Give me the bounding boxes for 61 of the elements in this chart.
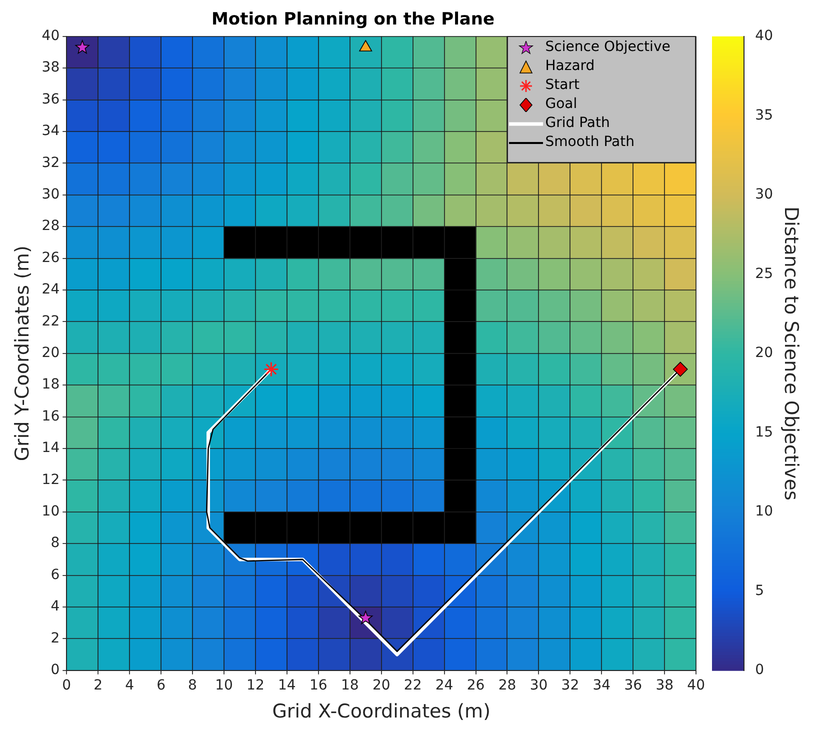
y-tick-label: 16 (42, 408, 60, 424)
x-tick-label: 14 (278, 677, 296, 694)
y-tick-label: 18 (42, 376, 60, 393)
x-tick-label: 28 (498, 677, 516, 694)
y-tick-label: 8 (50, 535, 60, 552)
color-bar-label: 35 (755, 107, 774, 124)
legend-label: Hazard (545, 57, 595, 76)
legend-label: Grid Path (545, 114, 610, 134)
y-tick-label: 14 (42, 440, 60, 456)
y-tick-label: 30 (42, 186, 60, 203)
y-tick-label: 34 (42, 123, 60, 140)
x-tick-label: 20 (372, 677, 390, 694)
color-bar-label: 10 (755, 504, 774, 520)
y-axis-title: Grid Y-Coordinates (m) (11, 246, 34, 462)
y-tick-label: 20 (42, 345, 60, 362)
color-bar-label: 15 (755, 424, 774, 440)
y-tick-label: 24 (42, 282, 60, 298)
x-tick-label: 32 (561, 677, 580, 694)
x-tick-label: 0 (62, 677, 72, 694)
y-tick-label: 26 (42, 250, 60, 266)
y-tick-label: 2 (50, 630, 60, 646)
x-tick-label: 18 (340, 677, 359, 694)
x-tick-label: 30 (530, 677, 548, 694)
x-tick-label: 6 (156, 677, 166, 694)
color-bar-label: 20 (755, 345, 774, 362)
color-bar-label: 25 (755, 266, 774, 282)
x-tick-label: 16 (309, 677, 328, 694)
x-tick-label: 36 (624, 677, 642, 694)
y-tick-label: 12 (42, 472, 60, 488)
y-tick-label: 28 (42, 218, 60, 234)
x-tick-label: 10 (215, 677, 233, 694)
legend-label: Science Objective (545, 38, 670, 58)
x-tick-label: 38 (656, 677, 674, 694)
x-tick-label: 26 (466, 677, 485, 694)
y-tick-label: 22 (42, 313, 60, 330)
y-tick-label: 32 (42, 154, 60, 171)
legend-label: Smooth Path (545, 133, 634, 152)
legend-label: Start (545, 76, 580, 96)
color-bar-label: 30 (755, 186, 774, 203)
x-tick-label: 22 (404, 677, 422, 694)
x-axis-title: Grid X-Coordinates (m) (272, 700, 490, 723)
y-tick-label: 6 (50, 566, 60, 583)
y-tick-label: 10 (42, 504, 60, 520)
color-bar-label: 5 (755, 582, 764, 599)
x-tick-label: 2 (94, 677, 103, 694)
color-bar-label: 40 (755, 28, 774, 44)
color-bar-title: Distance to Science Objectives (780, 206, 802, 500)
legend-label: Goal (545, 95, 578, 114)
color-bar-label: 0 (755, 662, 764, 678)
x-tick-label: 4 (125, 677, 134, 694)
x-tick-label: 40 (687, 677, 706, 694)
x-tick-label: 24 (435, 677, 454, 694)
x-tick-label: 12 (246, 677, 264, 694)
y-tick-label: 40 (42, 28, 60, 44)
y-tick-label: 4 (50, 598, 60, 615)
chart-title: Motion Planning on the Plane (212, 10, 494, 30)
x-tick-label: 8 (188, 677, 197, 694)
x-tick-label: 34 (592, 677, 611, 694)
y-tick-label: 36 (42, 91, 60, 108)
y-tick-label: 0 (50, 662, 60, 678)
y-tick-label: 38 (42, 60, 60, 76)
